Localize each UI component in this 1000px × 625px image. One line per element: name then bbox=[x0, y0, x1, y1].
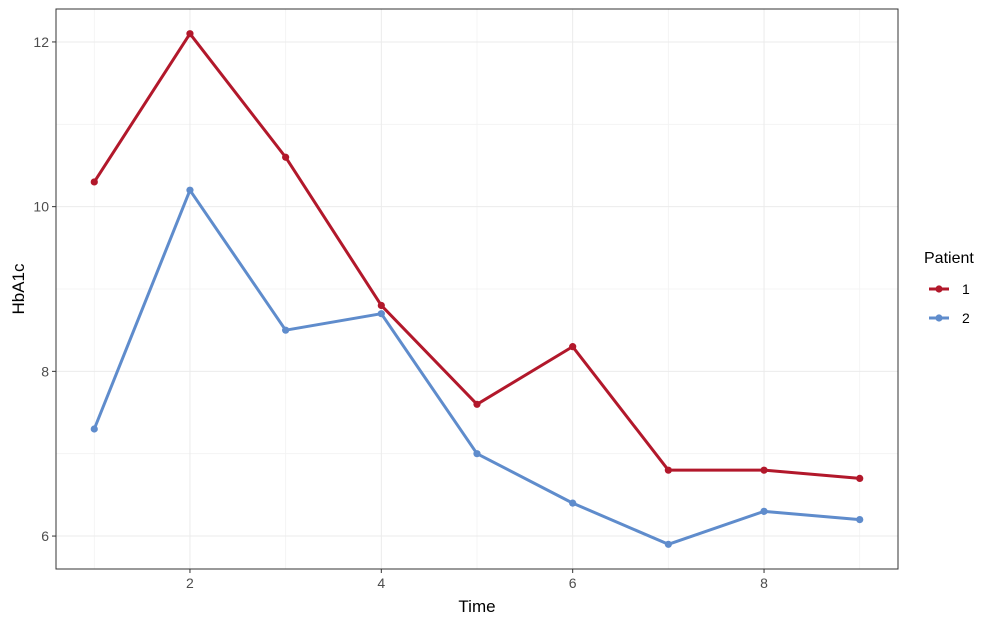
series-lines bbox=[90, 30, 864, 548]
data-point bbox=[856, 474, 864, 483]
data-point bbox=[760, 507, 768, 515]
legend-label: 2 bbox=[962, 310, 970, 326]
data-point bbox=[569, 343, 577, 351]
data-point bbox=[90, 425, 98, 433]
data-point bbox=[569, 499, 577, 507]
y-axis-title: HbA1c bbox=[9, 263, 28, 315]
legend-title: Patient bbox=[924, 250, 974, 267]
data-point bbox=[473, 400, 481, 408]
y-tick-label: 8 bbox=[41, 363, 49, 379]
data-point bbox=[377, 301, 385, 310]
series-2 bbox=[90, 186, 864, 548]
legend-label: 1 bbox=[962, 281, 970, 297]
legend-item: 1 bbox=[929, 281, 970, 297]
x-tick-label: 4 bbox=[377, 575, 385, 591]
data-point bbox=[664, 466, 672, 474]
legend-key-point bbox=[935, 285, 943, 293]
data-point bbox=[664, 540, 672, 548]
legend-key-point bbox=[935, 314, 943, 322]
data-point bbox=[186, 30, 194, 38]
y-tick-label: 12 bbox=[33, 34, 49, 50]
legend: Patient 1 2 bbox=[924, 250, 974, 326]
series-1 bbox=[90, 30, 864, 483]
data-point bbox=[856, 515, 864, 524]
x-tick-label: 2 bbox=[186, 575, 194, 591]
data-point bbox=[377, 310, 385, 318]
y-tick-label: 6 bbox=[41, 528, 49, 544]
y-tick-label: 10 bbox=[33, 199, 49, 215]
data-point bbox=[90, 178, 98, 186]
x-axis-title: Time bbox=[458, 597, 495, 616]
data-point bbox=[282, 153, 290, 161]
data-point bbox=[282, 326, 290, 334]
data-point bbox=[186, 186, 194, 194]
legend-item: 2 bbox=[929, 310, 970, 326]
plot-panel bbox=[55, 8, 899, 570]
grid bbox=[56, 9, 898, 569]
data-point bbox=[473, 450, 481, 458]
x-tick-label: 6 bbox=[569, 575, 577, 591]
x-tick-label: 8 bbox=[760, 575, 768, 591]
data-point bbox=[760, 466, 768, 474]
axis-ticks: 2 4 6 8 6 8 10 12 bbox=[33, 34, 768, 591]
